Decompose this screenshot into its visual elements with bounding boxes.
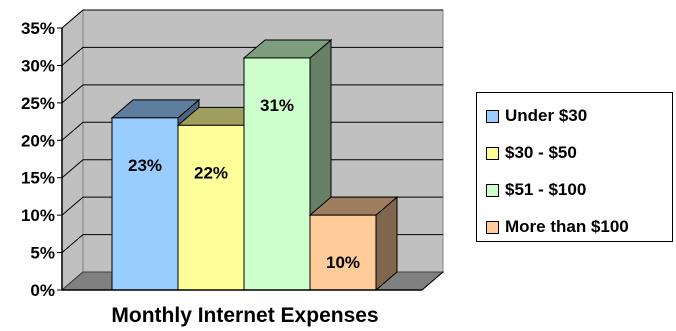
chart-legend: Under $30 $30 - $50 $51 - $100 More than… [476, 92, 673, 242]
data-label: 10% [326, 253, 360, 272]
y-tick-label: 5% [30, 244, 55, 263]
data-label: 31% [260, 96, 294, 115]
x-axis-depth [421, 271, 444, 291]
bar [177, 124, 245, 291]
y-tick-label: 30% [21, 56, 55, 75]
legend-item-under-30: Under $30 [486, 106, 588, 125]
legend-item-more-than-100: More than $100 [486, 217, 629, 236]
gridline [61, 9, 443, 29]
chart-axes: 0% 5% 10% 15% 20% 25% 30% 35% [21, 19, 444, 300]
legend-label: $30 - $50 [505, 143, 577, 162]
y-tick-label: 25% [21, 94, 55, 113]
chart-bars [110, 38, 399, 292]
legend-swatch [486, 183, 499, 197]
data-label: 22% [194, 163, 228, 182]
chart-data-labels: 23% 22% 31% 10% [128, 96, 360, 272]
bar [243, 57, 311, 291]
y-tick-label: 20% [21, 131, 55, 150]
y-tick-label: 0% [30, 281, 55, 300]
x-axis-label: Monthly Internet Expenses [111, 304, 378, 327]
legend-swatch [486, 146, 499, 160]
legend-label: Under $30 [505, 106, 588, 125]
y-tick-label: 35% [21, 19, 55, 38]
legend-label: $51 - $100 [505, 180, 587, 199]
data-label: 23% [128, 156, 162, 175]
legend-swatch [486, 109, 499, 123]
legend-label: More than $100 [505, 217, 629, 236]
bar [111, 117, 179, 291]
y-tick-label: 15% [21, 169, 55, 188]
y-tick-label: 10% [21, 206, 55, 225]
side-wall [61, 8, 84, 292]
legend-item-51-100: $51 - $100 [486, 180, 587, 199]
legend-swatch [486, 220, 499, 234]
legend-item-30-50: $30 - $50 [486, 143, 577, 162]
